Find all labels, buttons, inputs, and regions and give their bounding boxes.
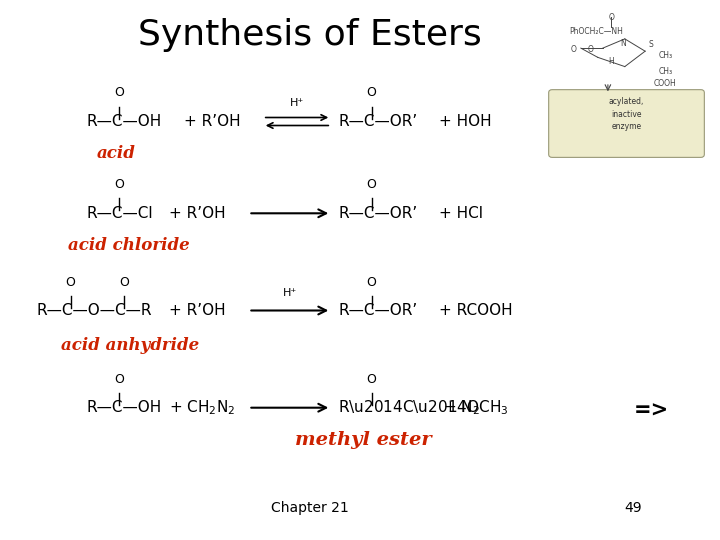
Text: H: H <box>608 57 614 66</box>
Text: O: O <box>588 45 594 54</box>
Text: R—C—OR’: R—C—OR’ <box>338 114 418 129</box>
Text: R\u2014C\u2014OCH$_3$: R\u2014C\u2014OCH$_3$ <box>338 399 509 417</box>
Text: R—C—OR’: R—C—OR’ <box>338 303 418 318</box>
Text: + CH$_2$N$_2$: + CH$_2$N$_2$ <box>169 399 235 417</box>
Text: + RCOOH: + RCOOH <box>439 303 513 318</box>
Text: O: O <box>114 86 124 99</box>
Text: O: O <box>114 178 124 191</box>
Text: + R’OH: + R’OH <box>169 206 226 221</box>
Text: acid chloride: acid chloride <box>68 237 190 254</box>
Text: O: O <box>608 13 614 22</box>
Text: O: O <box>114 373 124 386</box>
Text: + HCl: + HCl <box>439 206 483 221</box>
Text: acid: acid <box>97 145 136 163</box>
Text: methyl ester: methyl ester <box>295 431 432 449</box>
Text: O: O <box>66 275 76 288</box>
Text: CH₃: CH₃ <box>659 66 672 76</box>
Text: O: O <box>366 178 377 191</box>
Text: + R’OH: + R’OH <box>169 303 226 318</box>
Text: Synthesis of Esters: Synthesis of Esters <box>138 18 482 52</box>
Text: O: O <box>366 275 377 288</box>
Text: O: O <box>119 275 129 288</box>
FancyBboxPatch shape <box>549 90 704 157</box>
Text: + N$_2$: + N$_2$ <box>443 399 480 417</box>
Text: R—C—Cl: R—C—Cl <box>86 206 153 221</box>
Text: PhOCH₂C—NH: PhOCH₂C—NH <box>569 26 623 36</box>
Text: acid anhydride: acid anhydride <box>61 337 199 354</box>
Text: + HOH: + HOH <box>439 114 492 129</box>
Text: 49: 49 <box>625 501 642 515</box>
Text: Chapter 21: Chapter 21 <box>271 501 348 515</box>
Text: O: O <box>366 373 377 386</box>
Text: R—C—OR’: R—C—OR’ <box>338 206 418 221</box>
Text: H⁺: H⁺ <box>290 98 305 109</box>
Text: CH₃: CH₃ <box>659 51 672 60</box>
Text: S: S <box>649 40 653 50</box>
Text: acylated,
inactive
enzyme: acylated, inactive enzyme <box>609 97 644 131</box>
Text: R—C—OH: R—C—OH <box>86 114 162 129</box>
Text: + R’OH: + R’OH <box>184 114 240 129</box>
Text: R—C—O—C—R: R—C—O—C—R <box>36 303 151 318</box>
Text: R—C—OH: R—C—OH <box>86 400 162 415</box>
Text: O: O <box>366 86 377 99</box>
Text: COOH: COOH <box>654 79 676 88</box>
Text: =>: => <box>634 400 669 421</box>
Text: N: N <box>620 39 626 48</box>
Text: O: O <box>571 45 577 54</box>
Text: H⁺: H⁺ <box>283 287 297 298</box>
